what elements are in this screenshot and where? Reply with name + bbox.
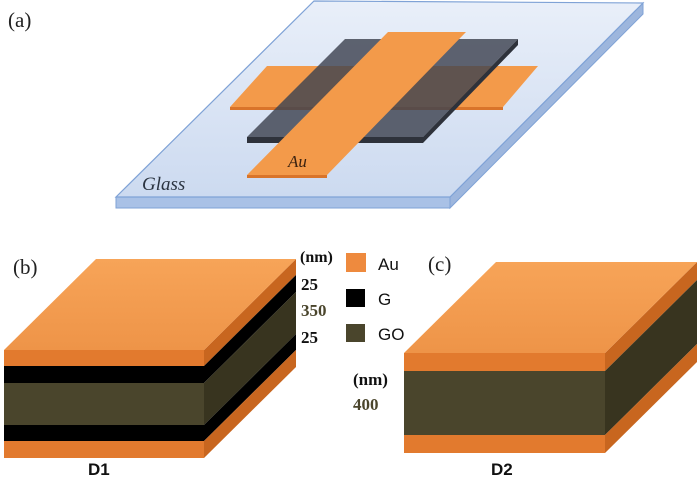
d2-side-au-top — [605, 262, 697, 371]
d1-side-go — [204, 292, 296, 425]
d2-top-au — [404, 262, 697, 353]
d2-front-go — [404, 371, 605, 435]
d1-unit-label: (nm) — [300, 249, 333, 266]
d1-side-g-top — [204, 275, 296, 383]
legend-swatch-go — [346, 324, 365, 342]
d1-front-g-bottom — [4, 425, 204, 441]
d1-label: D1 — [88, 460, 110, 479]
d1-side-au-bottom — [204, 350, 296, 458]
legend: Au G GO — [346, 253, 404, 344]
d1-side-au-top — [204, 259, 296, 366]
legend-label-g: G — [378, 290, 391, 309]
legend-label-au: Au — [378, 255, 399, 274]
panel-c-device-d2: (c) D2 (nm) 400 — [353, 252, 697, 479]
d1-top-au — [4, 259, 296, 350]
panel-c-label: (c) — [428, 252, 451, 276]
panel-a: (a) Glass Au — [8, 0, 645, 210]
d1-front-go — [4, 383, 204, 425]
au-strip-diagonal-edge — [247, 175, 327, 178]
d2-front-au-bottom — [404, 435, 605, 453]
panel-b-device-d1: (b) D1 (nm) 25 350 25 — [4, 249, 333, 479]
d2-label: D2 — [491, 460, 513, 479]
d1-front-g-top — [4, 366, 204, 383]
au-label: Au — [287, 152, 307, 171]
legend-swatch-au — [346, 253, 366, 272]
d1-side-g-bottom — [204, 334, 296, 441]
d2-side-au-bottom — [605, 344, 697, 453]
d1-thickness-g-top: 25 — [301, 275, 318, 294]
legend-swatch-g — [346, 289, 365, 307]
d2-unit-label: (nm) — [353, 370, 388, 389]
glass-label: Glass — [142, 174, 185, 195]
d1-front-au-bottom — [4, 441, 204, 458]
d2-thickness-go: 400 — [353, 395, 379, 414]
d2-side-go — [605, 280, 697, 435]
au-strip-diagonal — [247, 32, 466, 175]
panel-b-label: (b) — [13, 255, 38, 279]
d1-front-au-top — [4, 350, 204, 366]
d2-front-au-top — [404, 353, 605, 371]
panel-a-label: (a) — [8, 8, 31, 32]
graphene-strip-side — [423, 39, 518, 143]
glass-front-edge — [115, 196, 451, 209]
d1-thickness-g-bottom: 25 — [301, 328, 318, 347]
legend-label-go: GO — [378, 325, 404, 344]
d1-thickness-go: 350 — [301, 301, 327, 320]
